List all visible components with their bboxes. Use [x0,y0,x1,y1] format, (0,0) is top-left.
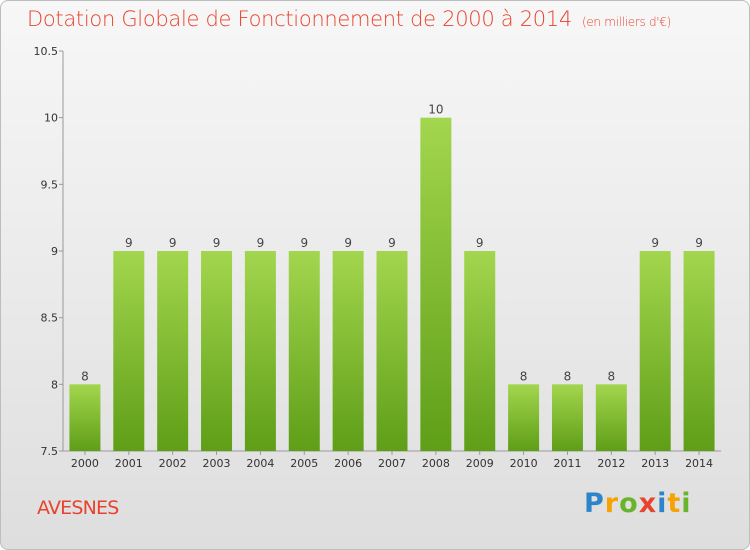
x-tick-label: 2013 [641,457,669,470]
logo-letter: o [619,488,639,519]
bar-2000[interactable] [69,384,101,451]
data-label-2005: 9 [300,236,308,250]
bar-2001[interactable] [113,251,145,451]
bar-2004[interactable] [244,251,276,451]
commune-name: AVESNES [37,497,119,519]
logo-letter: x [638,488,658,519]
x-tick-label: 2002 [159,457,187,470]
x-tick-label: 2003 [203,457,231,470]
y-tick-label: 8 [51,378,58,391]
bar-2011[interactable] [551,384,583,451]
bar-2008[interactable] [420,117,452,452]
data-label-2013: 9 [651,236,659,250]
x-tick-label: 2000 [71,457,99,470]
bar-2007[interactable] [376,251,408,451]
y-tick-label: 8.5 [41,312,59,325]
x-tick-label: 2008 [422,457,450,470]
x-tick-label: 2009 [466,457,494,470]
y-tick-label: 10 [44,112,58,125]
data-label-2001: 9 [125,236,133,250]
data-label-2006: 9 [344,236,352,250]
chart-title-text: Dotation Globale de Fonctionnement de 20… [27,7,572,31]
y-tick-label: 9.5 [41,178,59,191]
data-label-2010: 8 [520,369,528,383]
y-tick-label: 10.5 [34,45,59,58]
y-tick-label: 9 [51,245,58,258]
chart-subtitle: (en milliers d'€) [581,15,671,29]
labels: 8 2000 9 2001 9 2002 9 2003 9 2004 9 2005 9 2006 9 2007… [71,103,713,470]
x-tick-label: 2012 [597,457,625,470]
data-label-2008: 10 [428,103,443,117]
data-label-2002: 9 [169,236,177,250]
data-label-2014: 9 [695,236,703,250]
proxiti-logo[interactable]: Proxiti [584,488,692,519]
bar-2005[interactable] [288,251,320,451]
logo-letter: t [667,488,682,519]
x-tick-label: 2005 [290,457,318,470]
x-tick-label: 2007 [378,457,406,470]
x-tick-label: 2001 [115,457,143,470]
data-label-2012: 8 [608,369,616,383]
data-label-2004: 9 [257,236,265,250]
bar-2010[interactable] [508,384,540,451]
bar-2006[interactable] [332,251,364,451]
bar-2013[interactable] [639,251,671,451]
x-tick-label: 2010 [510,457,538,470]
x-tick-label: 2004 [246,457,274,470]
logo-letter: i [657,488,668,519]
bar-2014[interactable] [683,251,715,451]
chart-title: Dotation Globale de Fonctionnement de 20… [27,7,671,31]
x-tick-label: 2011 [553,457,581,470]
logo-letter: r [604,488,620,519]
x-tick-label: 2006 [334,457,362,470]
x-tick-label: 2014 [685,457,713,470]
bar-2002[interactable] [157,251,189,451]
data-label-2000: 8 [81,369,89,383]
y-tick-label: 7.5 [41,445,59,458]
data-label-2009: 9 [476,236,484,250]
bar-2009[interactable] [464,251,496,451]
data-label-2007: 9 [388,236,396,250]
bars [69,117,715,452]
bar-2003[interactable] [201,251,233,451]
logo-letter: P [584,488,605,519]
data-label-2003: 9 [213,236,221,250]
data-label-2011: 8 [564,369,572,383]
bar-2012[interactable] [595,384,627,451]
logo-letter: i [681,488,692,519]
